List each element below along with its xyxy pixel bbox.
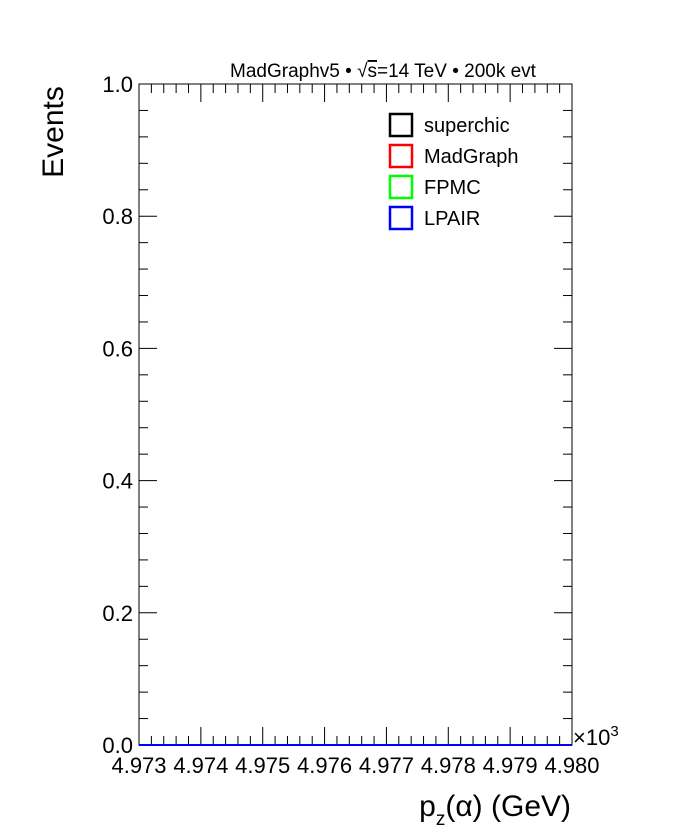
legend-label: FPMC [424,177,481,199]
y-tick-label: 0.0 [102,733,133,758]
y-axis-label: Events [37,86,70,178]
chart-title: MadGraphv5 • √s=14 TeV • 200k evt [230,61,537,82]
y-tick-label: 0.2 [102,601,133,626]
x-ticks: 4.973 4.974 4.975 4.976 4.977 4.978 4.979 4.980 [111,84,600,778]
x-tick-label: 4.973 [111,753,166,778]
legend-label: LPAIR [424,208,480,230]
x-axis-label: pz(α) (GeV) [419,790,571,830]
x-axis-multiplier: ×103 [573,723,619,750]
x-tick-label: 4.975 [235,753,290,778]
y-tick-label: 1.0 [102,72,133,97]
legend-swatch [388,143,414,169]
legend-swatch [388,205,414,231]
x-tick-label: 4.977 [359,753,414,778]
legend: superchic MadGraph FPMC LPAIR [388,112,519,231]
legend-swatch [388,174,414,200]
x-tick-label: 4.980 [544,753,599,778]
legend-label: MadGraph [424,146,519,168]
x-tick-label: 4.974 [173,753,228,778]
x-tick-label: 4.976 [297,753,352,778]
y-ticks: 0.0 0.2 0.4 0.6 0.8 1.0 [102,72,572,758]
y-tick-label: 0.6 [102,336,133,361]
x-tick-label: 4.978 [421,753,476,778]
legend-swatch [388,112,414,138]
y-tick-label: 0.8 [102,204,133,229]
y-tick-label: 0.4 [102,469,133,494]
legend-label: superchic [424,115,510,137]
plot-frame [138,83,573,746]
x-tick-label: 4.979 [483,753,538,778]
